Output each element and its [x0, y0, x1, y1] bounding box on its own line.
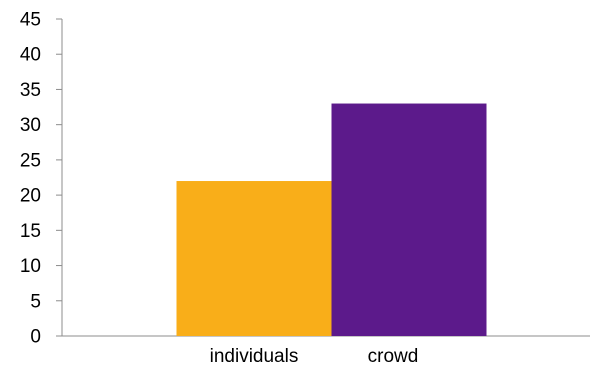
y-tick-label: 30 — [20, 115, 41, 136]
y-tick-label: 5 — [30, 291, 41, 312]
x-category-label: crowd — [368, 346, 419, 367]
y-tick-label: 15 — [20, 221, 41, 242]
x-category-label: individuals — [210, 346, 299, 367]
y-tick-label: 40 — [20, 45, 41, 66]
bar-crowd — [331, 103, 487, 337]
y-tick-label: 10 — [20, 256, 41, 277]
bars — [176, 103, 487, 337]
y-tick-label: 35 — [20, 80, 41, 101]
category-labels: individuals crowd — [210, 346, 419, 367]
y-tick-label: 45 — [20, 10, 41, 31]
y-tick-label: 0 — [30, 327, 41, 348]
bar-individuals — [176, 181, 332, 336]
y-tick-label: 25 — [20, 150, 41, 171]
y-axis: 0 5 10 15 20 25 30 35 40 45 — [20, 10, 63, 348]
y-tick-label: 20 — [20, 186, 41, 207]
